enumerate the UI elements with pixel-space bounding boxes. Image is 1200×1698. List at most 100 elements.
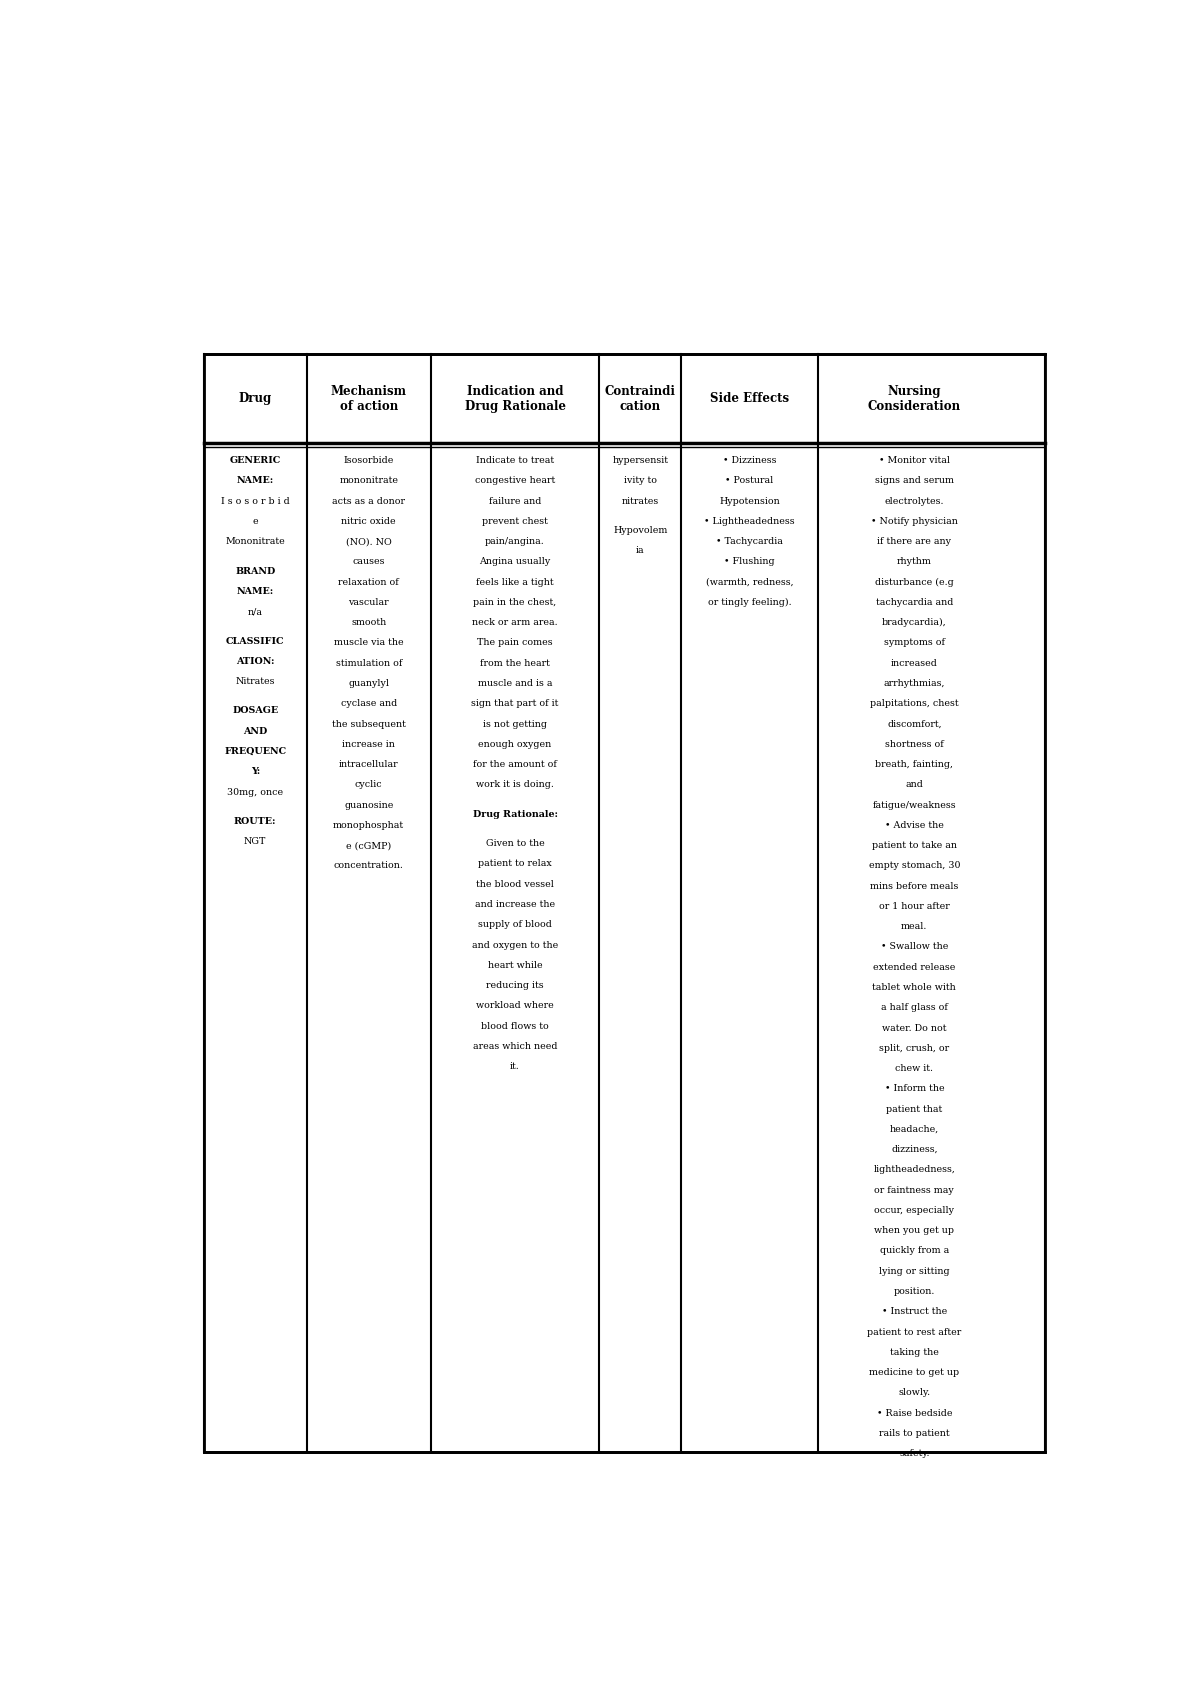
Text: smooth: smooth xyxy=(352,618,386,627)
Text: extended release: extended release xyxy=(874,963,955,971)
Text: Side Effects: Side Effects xyxy=(710,392,790,406)
Text: headache,: headache, xyxy=(889,1124,938,1134)
Text: slowly.: slowly. xyxy=(899,1389,930,1397)
Text: the subsequent: the subsequent xyxy=(331,720,406,728)
Text: it.: it. xyxy=(510,1063,520,1071)
Text: electrolytes.: electrolytes. xyxy=(884,496,944,506)
Text: guanylyl: guanylyl xyxy=(348,679,389,688)
Text: safety.: safety. xyxy=(899,1448,930,1459)
Text: if there are any: if there are any xyxy=(877,537,952,547)
Text: arrhythmias,: arrhythmias, xyxy=(883,679,946,688)
Text: breath, fainting,: breath, fainting, xyxy=(875,761,953,769)
Text: AND: AND xyxy=(244,727,268,735)
Text: intracellular: intracellular xyxy=(338,761,398,769)
Text: • Inform the: • Inform the xyxy=(884,1085,944,1094)
Text: and: and xyxy=(906,781,923,790)
Text: from the heart: from the heart xyxy=(480,659,550,667)
Text: chew it.: chew it. xyxy=(895,1065,934,1073)
Text: • Advise the: • Advise the xyxy=(884,820,943,830)
Text: position.: position. xyxy=(894,1287,935,1296)
Text: nitrates: nitrates xyxy=(622,496,659,506)
Text: • Raise bedside: • Raise bedside xyxy=(876,1409,952,1418)
Text: meal.: meal. xyxy=(901,922,928,931)
Text: ATION:: ATION: xyxy=(236,657,275,666)
Text: NAME:: NAME: xyxy=(236,588,274,596)
Text: I s o s o r b i d: I s o s o r b i d xyxy=(221,496,289,506)
Text: patient to rest after: patient to rest after xyxy=(868,1328,961,1336)
Text: pain in the chest,: pain in the chest, xyxy=(473,598,557,606)
Text: nitric oxide: nitric oxide xyxy=(342,516,396,526)
Text: lightheadedness,: lightheadedness, xyxy=(874,1165,955,1175)
Text: The pain comes: The pain comes xyxy=(478,638,553,647)
Text: Mononitrate: Mononitrate xyxy=(226,537,286,547)
Text: Drug: Drug xyxy=(239,392,272,406)
Text: • Notify physician: • Notify physician xyxy=(871,516,958,526)
Text: ia: ia xyxy=(636,547,644,555)
Text: concentration.: concentration. xyxy=(334,861,403,871)
Text: increased: increased xyxy=(890,659,937,667)
Text: ivity to: ivity to xyxy=(624,477,656,486)
Text: • Lightheadedness: • Lightheadedness xyxy=(704,516,794,526)
Text: Contraindi
cation: Contraindi cation xyxy=(605,384,676,413)
Text: increase in: increase in xyxy=(342,740,395,749)
Text: ROUTE:: ROUTE: xyxy=(234,817,276,825)
Text: (NO). NO: (NO). NO xyxy=(346,537,391,547)
Text: congestive heart: congestive heart xyxy=(475,477,556,486)
Text: prevent chest: prevent chest xyxy=(482,516,548,526)
Text: signs and serum: signs and serum xyxy=(875,477,954,486)
Text: supply of blood: supply of blood xyxy=(478,920,552,929)
Text: (warmth, redness,: (warmth, redness, xyxy=(706,577,793,588)
Text: shortness of: shortness of xyxy=(884,740,943,749)
Text: blood flows to: blood flows to xyxy=(481,1022,548,1031)
Text: mononitrate: mononitrate xyxy=(340,477,398,486)
Text: DOSAGE: DOSAGE xyxy=(232,706,278,715)
Text: medicine to get up: medicine to get up xyxy=(869,1369,960,1377)
Text: Y:: Y: xyxy=(251,767,260,776)
Text: sign that part of it: sign that part of it xyxy=(472,700,559,708)
Text: dizziness,: dizziness, xyxy=(892,1144,937,1155)
Text: empty stomach, 30: empty stomach, 30 xyxy=(869,861,960,871)
Text: Hypotension: Hypotension xyxy=(719,496,780,506)
Text: cyclic: cyclic xyxy=(355,781,383,790)
Text: GENERIC: GENERIC xyxy=(229,457,281,465)
Text: enough oxygen: enough oxygen xyxy=(479,740,552,749)
Text: Drug Rationale:: Drug Rationale: xyxy=(473,810,558,818)
Text: rhythm: rhythm xyxy=(896,557,931,567)
Text: lying or sitting: lying or sitting xyxy=(880,1267,949,1275)
Text: for the amount of: for the amount of xyxy=(473,761,557,769)
Text: when you get up: when you get up xyxy=(875,1226,954,1234)
Text: Angina usually: Angina usually xyxy=(479,557,551,567)
Text: split, crush, or: split, crush, or xyxy=(880,1044,949,1053)
Text: • Monitor vital: • Monitor vital xyxy=(878,457,950,465)
Text: NAME:: NAME: xyxy=(236,477,274,486)
Text: e: e xyxy=(252,516,258,526)
Text: n/a: n/a xyxy=(247,608,263,616)
Text: or 1 hour after: or 1 hour after xyxy=(878,902,949,910)
Text: feels like a tight: feels like a tight xyxy=(476,577,554,588)
Text: Isosorbide: Isosorbide xyxy=(343,457,394,465)
Text: patient to relax: patient to relax xyxy=(478,859,552,868)
Text: rails to patient: rails to patient xyxy=(880,1428,949,1438)
Text: a half glass of: a half glass of xyxy=(881,1004,948,1012)
Text: muscle and is a: muscle and is a xyxy=(478,679,552,688)
Text: tablet whole with: tablet whole with xyxy=(872,983,956,992)
Text: Indicate to treat: Indicate to treat xyxy=(476,457,554,465)
Text: tachycardia and: tachycardia and xyxy=(876,598,953,606)
Text: areas which need: areas which need xyxy=(473,1043,557,1051)
Text: • Dizziness: • Dizziness xyxy=(722,457,776,465)
Text: FREQUENC: FREQUENC xyxy=(224,747,287,756)
Text: • Tachycardia: • Tachycardia xyxy=(716,537,784,547)
Text: muscle via the: muscle via the xyxy=(334,638,403,647)
Text: guanosine: guanosine xyxy=(344,801,394,810)
Text: patient to take an: patient to take an xyxy=(872,841,956,851)
Text: causes: causes xyxy=(353,557,385,567)
Text: neck or arm area.: neck or arm area. xyxy=(472,618,558,627)
Text: • Instruct the: • Instruct the xyxy=(882,1307,947,1316)
Text: CLASSIFIC: CLASSIFIC xyxy=(226,637,284,645)
Text: discomfort,: discomfort, xyxy=(887,720,942,728)
Text: • Postural: • Postural xyxy=(726,477,774,486)
Text: workload where: workload where xyxy=(476,1002,554,1010)
Text: taking the: taking the xyxy=(890,1348,938,1357)
Text: the blood vessel: the blood vessel xyxy=(476,880,554,888)
Text: disturbance (e.g: disturbance (e.g xyxy=(875,577,954,588)
